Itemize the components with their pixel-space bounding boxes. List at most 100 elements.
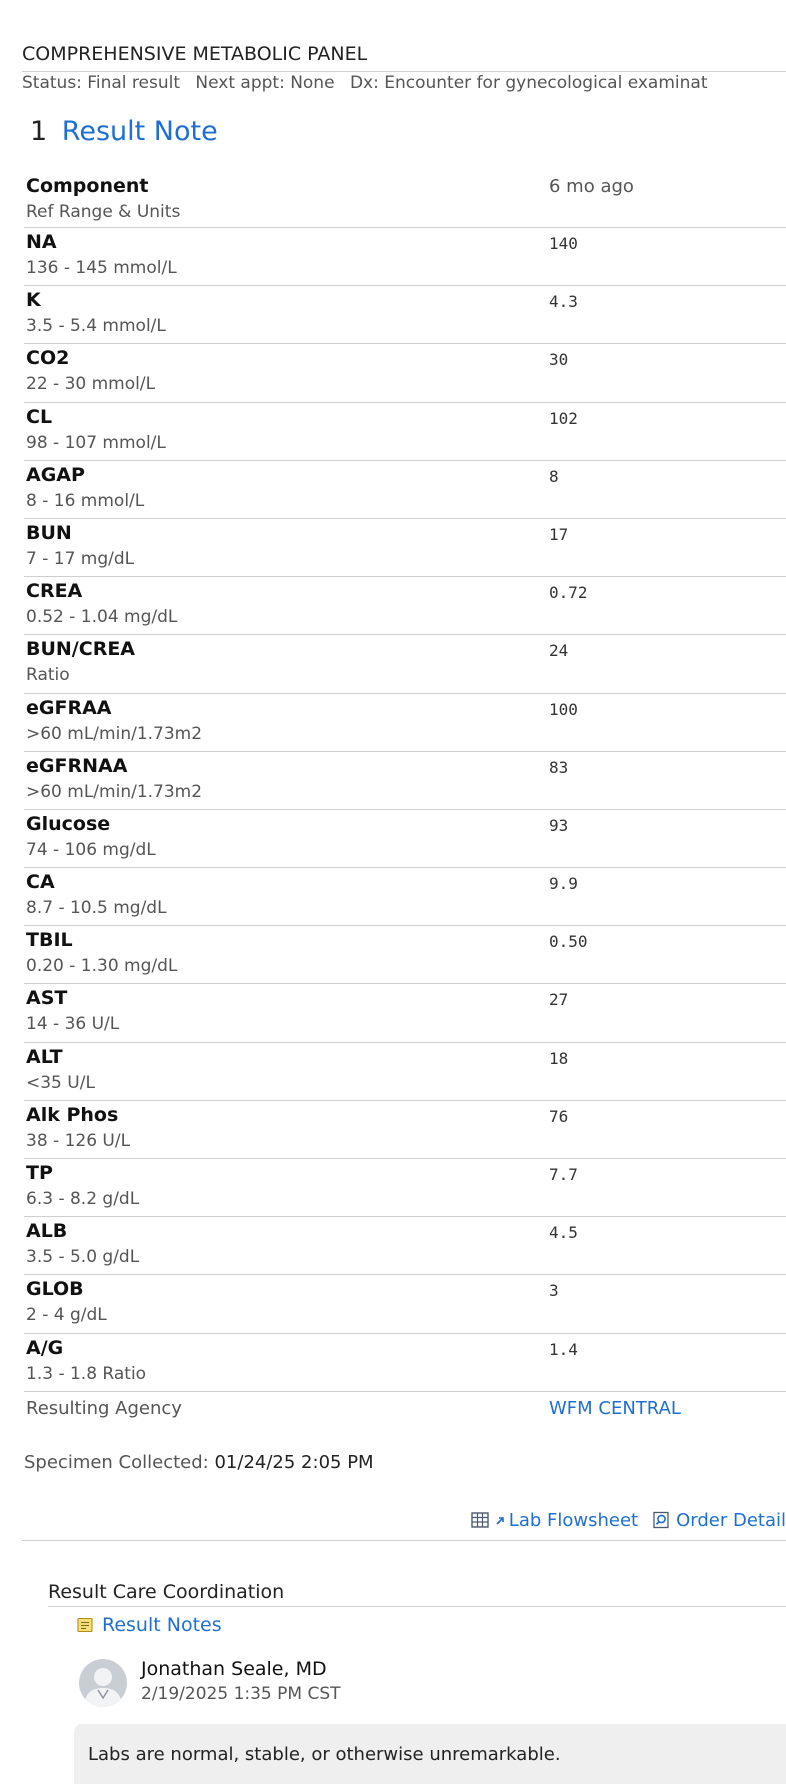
table-row: CO2 22 - 30 mmol/L 30 xyxy=(24,344,786,403)
component-name[interactable]: CO2 xyxy=(26,347,70,370)
table-row: ALB 3.5 - 5.0 g/dL 4.5 xyxy=(24,1217,786,1276)
component-name[interactable]: Glucose xyxy=(26,812,111,835)
result-value: 0.72 xyxy=(549,583,588,603)
result-value: 9.9 xyxy=(549,874,578,894)
dx-text: Dx: Encounter for gynecological examinat xyxy=(349,73,708,93)
table-row: Glucose 74 - 106 mg/dL 93 xyxy=(24,810,786,869)
result-value: 27 xyxy=(549,990,569,1010)
component-name[interactable]: AGAP xyxy=(26,463,85,486)
reference-range: 1.3 - 1.8 Ratio xyxy=(26,1363,147,1384)
small-arrow-icon xyxy=(496,1517,504,1525)
component-name[interactable]: CL xyxy=(26,405,53,428)
reference-range: 3.5 - 5.0 g/dL xyxy=(26,1247,140,1268)
specimen-label: Specimen Collected: xyxy=(24,1452,209,1473)
table-row: BUN/CREA Ratio 24 xyxy=(24,635,786,694)
reference-range: >60 mL/min/1.73m2 xyxy=(26,723,203,744)
table-grid-icon xyxy=(471,1512,489,1528)
component-name[interactable]: eGFRNAA xyxy=(26,754,128,777)
footer-links: Lab Flowsheet Order Detail xyxy=(471,1508,786,1532)
note-box: Labs are normal, stable, or otherwise un… xyxy=(74,1724,786,1784)
reference-range: 7 - 17 mg/dL xyxy=(26,548,135,569)
next-appt-text: Next appt: None xyxy=(195,73,335,93)
result-note-count: 1 xyxy=(30,116,48,147)
reference-range: 8 - 16 mmol/L xyxy=(26,490,145,511)
result-care-coordination-title: Result Care Coordination xyxy=(48,1581,285,1603)
resulting-agency-row: Resulting Agency WFM CENTRAL xyxy=(24,1392,786,1432)
result-value: 0.50 xyxy=(549,932,588,952)
reference-range: >60 mL/min/1.73m2 xyxy=(26,781,203,802)
author-name: Jonathan Seale, MD xyxy=(141,1658,327,1680)
time-header: 6 mo ago xyxy=(549,176,634,197)
resulting-agency-link[interactable]: WFM CENTRAL xyxy=(549,1397,681,1419)
reference-range: 6.3 - 8.2 g/dL xyxy=(26,1189,140,1209)
panel-title: COMPREHENSIVE METABOLIC PANEL xyxy=(22,43,368,65)
result-value: 24 xyxy=(549,641,569,661)
table-row: GLOB 2 - 4 g/dL 3 xyxy=(24,1275,786,1334)
note-icon xyxy=(77,1617,93,1633)
reference-range: 0.20 - 1.30 mg/dL xyxy=(26,956,178,977)
result-notes-link[interactable]: Result Notes xyxy=(76,1614,222,1636)
table-row: eGFRNAA >60 mL/min/1.73m2 83 xyxy=(24,752,786,810)
table-row: TP 6.3 - 8.2 g/dL 7.7 xyxy=(24,1159,786,1218)
reference-range: 74 - 106 mg/dL xyxy=(26,839,156,860)
component-name[interactable]: CREA xyxy=(26,580,83,603)
note-text: Labs are normal, stable, or otherwise un… xyxy=(88,1744,561,1765)
status-line: Status: Final result Next appt: None Dx:… xyxy=(22,71,786,93)
component-name[interactable]: eGFRAA xyxy=(26,696,112,719)
lab-flowsheet-label: Lab Flowsheet xyxy=(508,1509,639,1531)
order-details-label: Order Detail xyxy=(676,1509,786,1531)
magnifier-document-icon xyxy=(653,1511,669,1529)
result-value: 17 xyxy=(549,524,569,544)
table-row: CREA 0.52 - 1.04 mg/dL 0.72 xyxy=(24,577,786,636)
result-value: 30 xyxy=(549,350,569,370)
component-name[interactable]: ALB xyxy=(26,1220,68,1243)
component-name[interactable]: AST xyxy=(26,987,68,1010)
note-timestamp: 2/19/2025 1:35 PM CST xyxy=(141,1684,341,1704)
reference-range: 3.5 - 5.4 mmol/L xyxy=(26,316,166,337)
component-name[interactable]: NA xyxy=(26,231,57,253)
order-details-link[interactable]: Order Detail xyxy=(652,1510,786,1531)
component-name[interactable]: K xyxy=(26,289,41,312)
table-row: AST 14 - 36 U/L 27 xyxy=(24,984,786,1043)
resulting-agency-label: Resulting Agency xyxy=(26,1397,182,1419)
result-note-header: 1 Result Note xyxy=(30,116,218,147)
result-value: 83 xyxy=(549,757,569,777)
table-row: BUN 7 - 17 mg/dL 17 xyxy=(24,519,786,578)
component-name[interactable]: BUN/CREA xyxy=(26,638,136,661)
lab-flowsheet-link[interactable]: Lab Flowsheet xyxy=(471,1510,638,1531)
result-note-link[interactable]: Result Note xyxy=(61,116,218,147)
table-row: NA 136 - 145 mmol/L 140 xyxy=(24,228,786,287)
component-name[interactable]: BUN xyxy=(26,521,72,544)
component-name[interactable]: ALT xyxy=(26,1045,63,1068)
component-name[interactable]: A/G xyxy=(26,1336,64,1359)
reference-range: 14 - 36 U/L xyxy=(26,1014,120,1035)
component-name[interactable]: CA xyxy=(26,871,55,894)
result-value: 102 xyxy=(549,408,578,428)
reference-range: 136 - 145 mmol/L xyxy=(26,258,177,278)
result-value: 1.4 xyxy=(549,1339,578,1359)
result-notes-label: Result Notes xyxy=(102,1614,222,1636)
table-header: Component Ref Range & Units 6 mo ago xyxy=(24,172,786,228)
result-value: 100 xyxy=(549,699,578,719)
reference-range: 8.7 - 10.5 mg/dL xyxy=(26,898,167,919)
result-value: 7.7 xyxy=(549,1165,578,1184)
table-body: NA 136 - 145 mmol/L 140 K 3.5 - 5.4 mmol/L 4.… xyxy=(24,228,786,1392)
table-row: CA 8.7 - 10.5 mg/dL 9.9 xyxy=(24,868,786,927)
reference-range: <35 U/L xyxy=(26,1072,95,1093)
reference-range: 0.52 - 1.04 mg/dL xyxy=(26,607,178,628)
reference-range: Ratio xyxy=(26,665,70,686)
component-name[interactable]: Alk Phos xyxy=(26,1103,119,1126)
component-name[interactable]: TBIL xyxy=(26,929,73,952)
result-value: 76 xyxy=(549,1106,569,1126)
specimen-value: 01/24/25 2:05 PM xyxy=(214,1452,374,1473)
component-name[interactable]: GLOB xyxy=(26,1278,84,1301)
table-row: AGAP 8 - 16 mmol/L 8 xyxy=(24,461,786,519)
result-value: 4.5 xyxy=(549,1223,578,1243)
reference-range: 2 - 4 g/dL xyxy=(26,1305,107,1326)
table-row: TBIL 0.20 - 1.30 mg/dL 0.50 xyxy=(24,926,786,985)
result-value: 18 xyxy=(549,1048,569,1068)
reference-range: 22 - 30 mmol/L xyxy=(26,374,156,395)
ref-range-header: Ref Range & Units xyxy=(26,202,181,222)
specimen-collected: Specimen Collected: 01/24/25 2:05 PM xyxy=(24,1452,374,1473)
component-name[interactable]: TP xyxy=(26,1162,53,1184)
